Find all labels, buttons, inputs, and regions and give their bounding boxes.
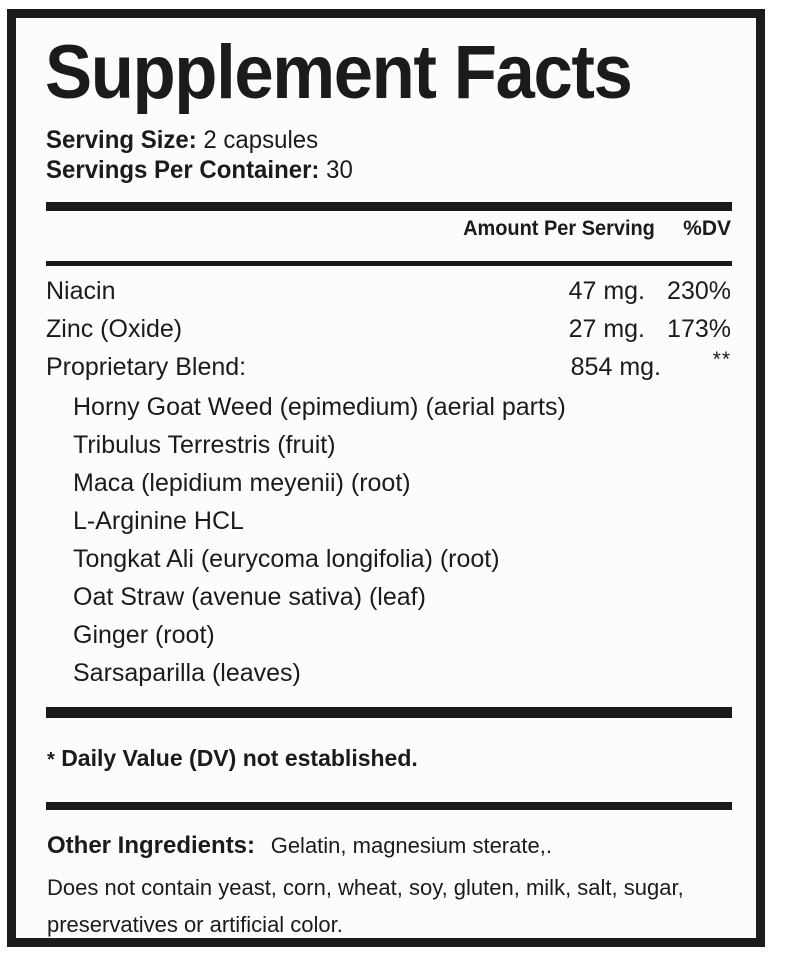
servings-per-container-line: Servings Per Container: 30 xyxy=(46,155,706,185)
serving-size-label: Serving Size: xyxy=(46,126,197,154)
servings-per-container-value: 30 xyxy=(326,156,353,184)
list-item: Tongkat Ali (eurycoma longifolia) (root) xyxy=(73,545,500,573)
footnote-asterisk: * xyxy=(47,749,55,771)
list-item: Oat Straw (avenue sativa) (leaf) xyxy=(73,583,426,611)
divider-thick-before-other xyxy=(46,802,732,810)
table-row: Zinc (Oxide) 27 mg. 173% xyxy=(46,310,731,348)
serving-information: Serving Size: 2 capsules Servings Per Co… xyxy=(46,125,734,185)
table-row: Niacin 47 mg. 230% xyxy=(46,272,731,310)
list-item: Tribulus Terrestris (fruit) xyxy=(73,431,336,459)
footnote-text: Daily Value (DV) not established. xyxy=(61,745,418,771)
other-ingredients-section: Other Ingredients: Gelatin, magnesium st… xyxy=(47,830,734,938)
other-ingredients-value: Gelatin, magnesium sterate,. xyxy=(270,833,552,858)
nutrient-table: Niacin 47 mg. 230% Zinc (Oxide) 27 mg. 1… xyxy=(38,272,734,692)
blend-name: Proprietary Blend: xyxy=(46,353,247,381)
list-item: Horny Goat Weed (epimedium) (aerial part… xyxy=(73,393,566,421)
column-headers: Amount Per Serving %DV xyxy=(38,217,731,241)
list-item: Sarsaparilla (leaves) xyxy=(73,659,301,687)
blend-dv: ** xyxy=(712,348,731,371)
nutrient-name: Niacin xyxy=(46,277,116,305)
serving-size-line: Serving Size: 2 capsules xyxy=(46,125,706,155)
panel-inner: Supplement Facts Serving Size: 2 capsule… xyxy=(16,30,756,938)
amount-per-serving-header: Amount Per Serving xyxy=(463,217,655,240)
list-item: Maca (lepidium meyenii) (root) xyxy=(73,469,411,497)
divider-thin-header xyxy=(46,261,732,266)
other-ingredients-line: Other Ingredients: Gelatin, magnesium st… xyxy=(47,830,734,862)
divider-thick-top xyxy=(46,202,732,211)
allergen-disclaimer: Does not contain yeast, corn, wheat, soy… xyxy=(47,875,684,937)
servings-per-container-label: Servings Per Container: xyxy=(46,156,320,184)
nutrient-amount: 27 mg. xyxy=(568,315,645,343)
nutrient-name: Zinc (Oxide) xyxy=(46,315,183,343)
percent-dv-header: %DV xyxy=(683,217,731,240)
list-item: L-Arginine HCL xyxy=(73,507,244,535)
divider-thick-after-blend xyxy=(46,707,732,718)
nutrient-amount: 47 mg. xyxy=(568,277,645,305)
table-row-proprietary-blend: Proprietary Blend: 854 mg. ** xyxy=(46,348,731,388)
page-title: Supplement Facts xyxy=(45,30,633,115)
nutrient-dv: 173% xyxy=(667,315,731,343)
list-item: Ginger (root) xyxy=(73,621,215,649)
other-ingredients-label: Other Ingredients: xyxy=(47,832,256,859)
nutrient-dv: 230% xyxy=(667,277,731,305)
supplement-facts-panel: Supplement Facts Serving Size: 2 capsule… xyxy=(7,9,765,947)
blend-amount: 854 mg. xyxy=(570,353,661,381)
daily-value-footnote: * Daily Value (DV) not established. xyxy=(47,745,734,772)
serving-size-value: 2 capsules xyxy=(203,126,319,154)
